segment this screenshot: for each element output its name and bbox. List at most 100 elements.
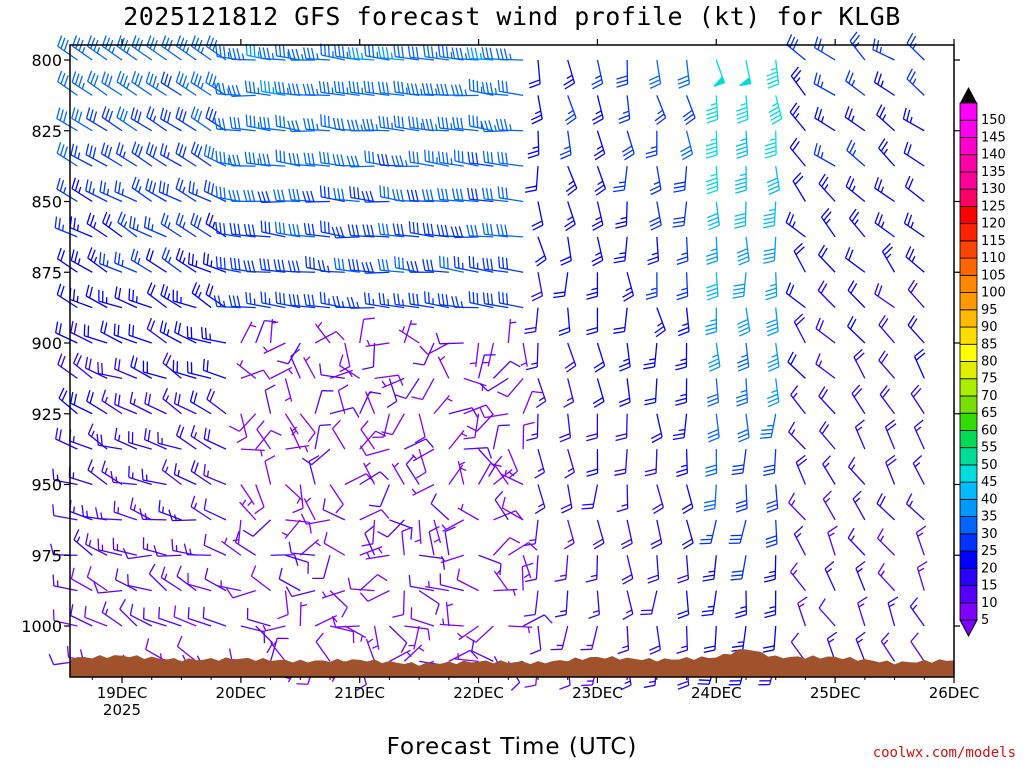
- wind-barb: [264, 384, 276, 414]
- wind-barb: [406, 83, 435, 97]
- wind-barb: [789, 102, 806, 132]
- wind-barb: [618, 378, 631, 408]
- wind-barb: [240, 448, 265, 457]
- x-tick-label: 26DEC: [929, 684, 980, 702]
- wind-barb: [564, 448, 575, 479]
- colorbar-label: 15: [981, 579, 998, 594]
- colorbar-label: 150: [981, 113, 1006, 128]
- wind-barb: [119, 598, 138, 627]
- wind-barb: [303, 497, 316, 521]
- wind-barb: [705, 449, 718, 477]
- wind-barb: [55, 321, 78, 344]
- wind-barb: [259, 258, 286, 273]
- wind-barb: [203, 463, 227, 486]
- wind-barb: [153, 545, 182, 557]
- wind-barb: [522, 421, 535, 450]
- wind-barb: [162, 352, 182, 379]
- colorbar-label: 55: [981, 441, 998, 456]
- wind-barb: [466, 47, 494, 61]
- colorbar-swatch: [959, 274, 978, 293]
- wind-barb: [54, 216, 78, 238]
- wind-barb: [183, 543, 212, 556]
- wind-barb: [114, 286, 138, 309]
- wind-barb: [203, 179, 227, 203]
- colorbar-swatch: [959, 378, 978, 397]
- wind-barb: [819, 421, 836, 450]
- colorbar-swatch: [959, 137, 978, 156]
- wind-barb: [586, 272, 599, 300]
- wind-barb: [85, 107, 108, 132]
- wind-barb: [175, 247, 197, 273]
- colorbar-label: 100: [981, 286, 1006, 301]
- wind-barb: [368, 484, 391, 508]
- wind-barb: [439, 618, 464, 627]
- wind-barb: [681, 484, 694, 514]
- wind-barb: [707, 413, 720, 443]
- wind-barb: [439, 255, 464, 273]
- wind-barb: [735, 484, 748, 513]
- wind-barb: [407, 45, 435, 61]
- wind-barb: [386, 378, 398, 408]
- wind-barb: [496, 223, 524, 238]
- wind-barb: [448, 407, 479, 418]
- wind-barb: [465, 625, 494, 643]
- wind-barb: [422, 259, 449, 273]
- wind-barb: [411, 378, 435, 401]
- colorbar-label: 10: [981, 596, 998, 611]
- x-tick-label: 22DEC: [453, 684, 504, 702]
- colorbar-swatch: [959, 257, 978, 276]
- wind-barb: [319, 291, 345, 309]
- wind-barb: [433, 394, 453, 415]
- wind-barb: [524, 307, 539, 335]
- wind-barb: [586, 307, 599, 336]
- wind-barb: [305, 256, 331, 273]
- wind-barb: [705, 130, 718, 159]
- colorbar-swatch: [959, 481, 978, 500]
- wind-barb: [425, 581, 449, 592]
- wind-barb: [331, 616, 360, 628]
- wind-barb: [175, 177, 197, 203]
- wind-barb: [494, 490, 509, 521]
- wind-barb: [550, 625, 569, 651]
- wind-barb: [250, 565, 271, 592]
- wind-barb: [381, 413, 405, 436]
- wind-barb: [363, 292, 390, 309]
- wind-barb: [377, 46, 405, 61]
- wind-barb: [792, 172, 806, 202]
- wind-barb: [845, 70, 866, 96]
- wind-barb: [86, 390, 108, 415]
- wind-barb: [275, 149, 301, 167]
- wind-barb: [507, 448, 519, 479]
- wind-barb: [453, 149, 479, 167]
- wind-barb: [451, 188, 479, 203]
- wind-barb: [299, 539, 321, 556]
- wind-barb: [457, 460, 466, 485]
- wind-barb: [565, 165, 578, 196]
- wind-barb: [497, 186, 524, 203]
- wind-barb: [468, 78, 494, 97]
- wind-barb: [436, 224, 464, 238]
- wind-barb: [277, 590, 289, 620]
- wind-barb: [849, 31, 866, 61]
- wind-barb: [329, 406, 360, 418]
- wind-barb: [349, 186, 375, 203]
- wind-barb: [766, 378, 780, 408]
- wind-barb: [264, 455, 276, 485]
- wind-barb: [70, 391, 93, 415]
- wind-barb: [909, 597, 925, 627]
- wind-barb: [451, 296, 479, 309]
- wind-barb: [564, 95, 577, 126]
- wind-barb: [188, 180, 212, 203]
- wind-barb: [190, 106, 212, 132]
- wind-barb: [129, 391, 153, 415]
- wind-barb: [175, 106, 197, 132]
- colorbar-swatch: [959, 550, 978, 569]
- x-tick-label: 19DEC: [97, 684, 148, 702]
- wind-barb-layer: [48, 31, 928, 691]
- wind-barb: [680, 130, 694, 161]
- wind-barb: [186, 361, 212, 380]
- wind-barb: [469, 342, 480, 367]
- wind-barb: [228, 48, 256, 61]
- wind-barb: [320, 43, 345, 61]
- wind-barb: [430, 493, 450, 521]
